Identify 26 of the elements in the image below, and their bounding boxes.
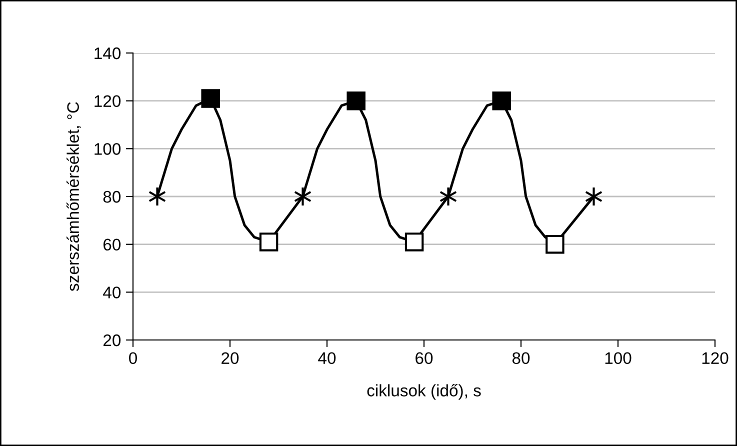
y-axis-title: szerszámhőmérséklet, °C xyxy=(66,102,81,292)
y-tick-label: 120 xyxy=(94,95,121,108)
point xyxy=(259,232,278,252)
point xyxy=(404,232,424,252)
y-tick-label: 60 xyxy=(104,238,121,251)
x-axis-title: ciklusok (idő), s xyxy=(367,384,481,400)
point xyxy=(492,91,511,110)
point xyxy=(546,234,564,254)
y-tick-label: 140 xyxy=(94,47,121,60)
point xyxy=(201,89,220,108)
x-tick-label: 20 xyxy=(222,352,239,364)
x-tick-label: 0 xyxy=(129,352,137,364)
point xyxy=(148,186,166,207)
x-tick-label: 60 xyxy=(416,352,433,364)
point xyxy=(584,186,603,207)
y-tick-label: 80 xyxy=(103,190,121,203)
point xyxy=(294,186,312,207)
y-tick-label: 20 xyxy=(103,334,121,346)
x-tick-label: 100 xyxy=(605,352,632,364)
point xyxy=(439,186,458,207)
x-tick-label: 120 xyxy=(702,352,728,364)
x-tick-label: 40 xyxy=(318,352,336,364)
point xyxy=(346,91,366,110)
x-tick-label: 80 xyxy=(512,352,530,364)
y-tick-label: 40 xyxy=(103,286,121,298)
y-tick-label: 100 xyxy=(94,143,121,155)
